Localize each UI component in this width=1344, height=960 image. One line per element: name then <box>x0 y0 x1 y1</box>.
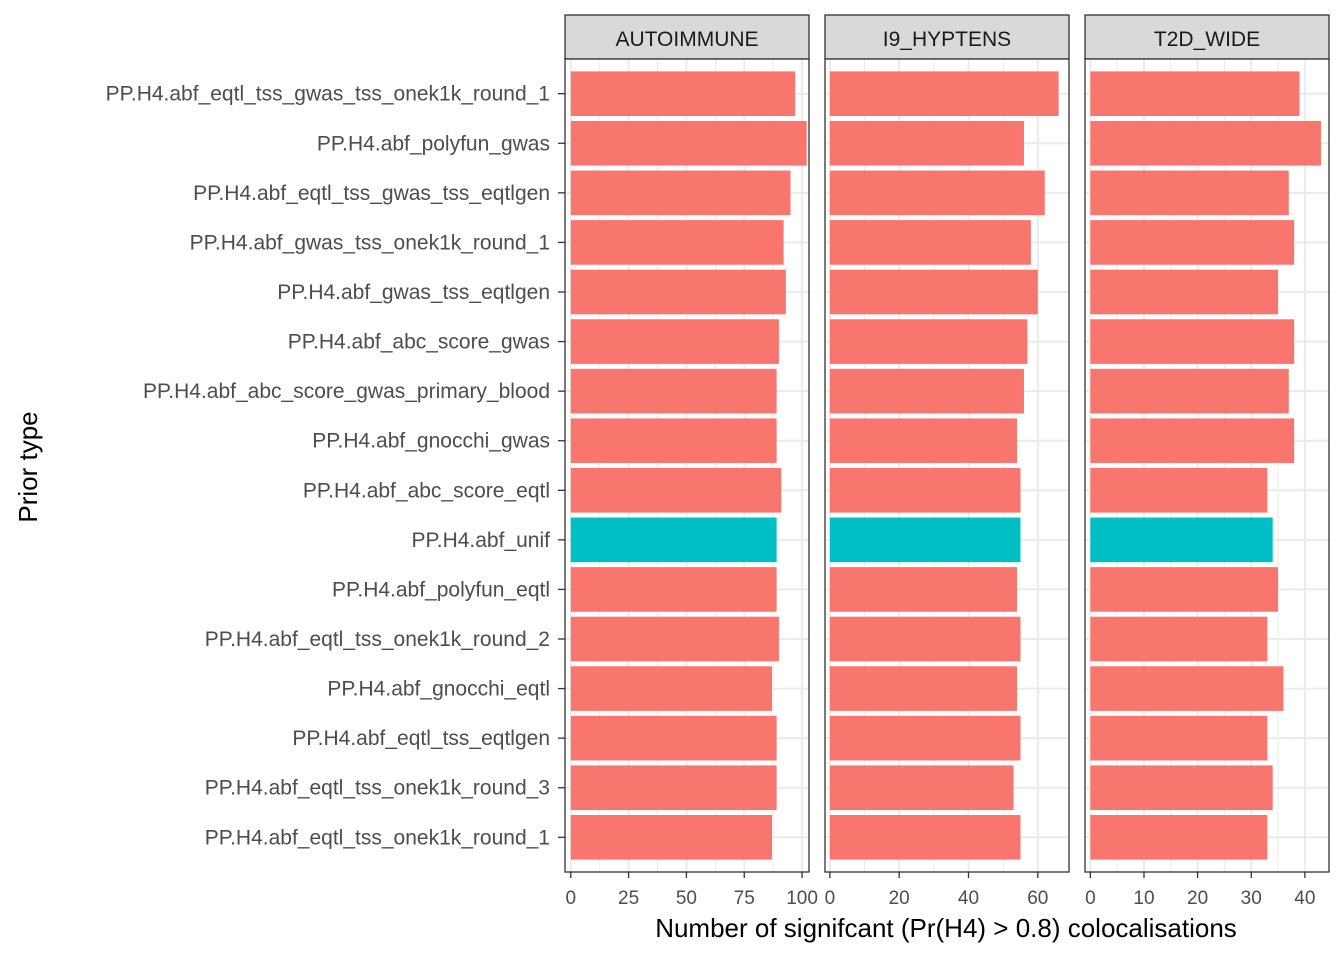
bar <box>829 765 1014 811</box>
bar <box>570 814 772 860</box>
bar <box>1090 765 1273 811</box>
x-tick-label: 40 <box>958 888 979 909</box>
category-label: PP.H4.abf_abc_score_eqtl <box>303 479 550 502</box>
bar <box>1090 418 1295 464</box>
bar <box>570 220 784 265</box>
bar <box>570 71 796 117</box>
facet-panel-autoimmune: AUTOIMMUNE 0 25 50 75 100 <box>564 14 818 909</box>
x-tick-label: 30 <box>1241 888 1262 909</box>
bar <box>1090 71 1300 117</box>
bar <box>1090 170 1289 216</box>
bar <box>570 319 779 364</box>
category-label: PP.H4.abf_gnocchi_eqtl <box>327 678 550 701</box>
panel-border <box>564 58 810 873</box>
bar <box>1090 517 1273 563</box>
facet-strip <box>564 14 810 60</box>
facet-panel-t2d_wide: T2D_WIDE 0 10 20 30 40 <box>1084 14 1330 909</box>
x-axis-title: Number of signifcant (Pr(H4) > 0.8) colo… <box>655 913 1237 943</box>
bar <box>1090 616 1268 662</box>
bar <box>1090 467 1268 513</box>
x-tick-label: 75 <box>734 888 755 909</box>
bar <box>829 368 1024 414</box>
y-axis-title: Prior type <box>13 411 43 522</box>
x-tick-label: 50 <box>676 888 697 909</box>
bar <box>570 269 786 315</box>
bar <box>829 71 1059 117</box>
x-tick-label: 10 <box>1133 888 1154 909</box>
bar <box>570 567 777 612</box>
bar <box>829 319 1028 364</box>
bar <box>1090 715 1268 761</box>
bar <box>829 467 1021 513</box>
bar <box>829 567 1018 612</box>
bar <box>829 517 1021 563</box>
bar <box>570 170 791 216</box>
bar <box>570 517 777 563</box>
facet-strip <box>1084 14 1330 60</box>
x-tick-label: 100 <box>786 888 818 909</box>
bar <box>570 616 779 662</box>
category-label: PP.H4.abf_abc_score_gwas <box>288 331 550 354</box>
facet-strip-label: I9_HYPTENS <box>883 28 1011 51</box>
bar <box>1090 666 1284 711</box>
bar <box>1090 319 1295 364</box>
bar <box>1090 567 1279 612</box>
category-label: PP.H4.abf_eqtl_tss_gwas_tss_eqtlgen <box>193 182 550 205</box>
category-label: PP.H4.abf_gnocchi_gwas <box>312 430 550 453</box>
facet-strip <box>824 14 1070 60</box>
bar <box>829 418 1018 464</box>
bar <box>570 666 772 711</box>
bar <box>829 269 1038 315</box>
category-label: PP.H4.abf_unif <box>411 529 550 552</box>
bar <box>829 170 1045 216</box>
bar <box>829 120 1024 166</box>
x-tick-label: 20 <box>1187 888 1208 909</box>
bar <box>570 418 777 464</box>
panel-border <box>1084 58 1330 873</box>
bar <box>1090 368 1289 414</box>
facet-panel-i9_hyptens: I9_HYPTENS 0 20 40 60 <box>824 14 1070 909</box>
bar <box>829 814 1021 860</box>
bar <box>1090 120 1321 166</box>
bar <box>570 120 807 166</box>
category-label: PP.H4.abf_eqtl_tss_gwas_tss_onek1k_round… <box>106 83 550 106</box>
bar <box>570 715 777 761</box>
bar <box>1090 269 1279 315</box>
bar <box>570 467 782 513</box>
x-tick-label: 0 <box>565 888 576 909</box>
x-tick-label: 0 <box>1085 888 1096 909</box>
x-tick-label: 25 <box>618 888 639 909</box>
bar <box>1090 220 1295 265</box>
bar <box>829 220 1031 265</box>
x-tick-label: 60 <box>1027 888 1048 909</box>
category-label: PP.H4.abf_abc_score_gwas_primary_blood <box>143 380 550 403</box>
x-tick-label: 20 <box>889 888 910 909</box>
bar <box>829 666 1018 711</box>
x-tick-label: 0 <box>825 888 836 909</box>
category-label: PP.H4.abf_gwas_tss_onek1k_round_1 <box>190 231 550 254</box>
category-label: PP.H4.abf_polyfun_eqtl <box>332 578 550 601</box>
panel-border <box>824 58 1070 873</box>
bar <box>1090 814 1268 860</box>
category-label: PP.H4.abf_eqtl_tss_onek1k_round_3 <box>205 777 550 800</box>
bar <box>829 715 1021 761</box>
x-tick-label: 40 <box>1294 888 1315 909</box>
bar <box>570 368 777 414</box>
category-axis: PP.H4.abf_eqtl_tss_gwas_tss_onek1k_round… <box>106 83 565 849</box>
category-label: PP.H4.abf_eqtl_tss_eqtlgen <box>292 727 550 750</box>
category-label: PP.H4.abf_polyfun_gwas <box>317 132 550 155</box>
facet-strip-label: AUTOIMMUNE <box>615 28 758 51</box>
facet-strip-label: T2D_WIDE <box>1154 28 1260 51</box>
bar <box>570 765 777 811</box>
category-label: PP.H4.abf_gwas_tss_eqtlgen <box>277 281 550 304</box>
bar <box>829 616 1021 662</box>
category-label: PP.H4.abf_eqtl_tss_onek1k_round_2 <box>205 628 550 651</box>
category-label: PP.H4.abf_eqtl_tss_onek1k_round_1 <box>205 826 550 849</box>
